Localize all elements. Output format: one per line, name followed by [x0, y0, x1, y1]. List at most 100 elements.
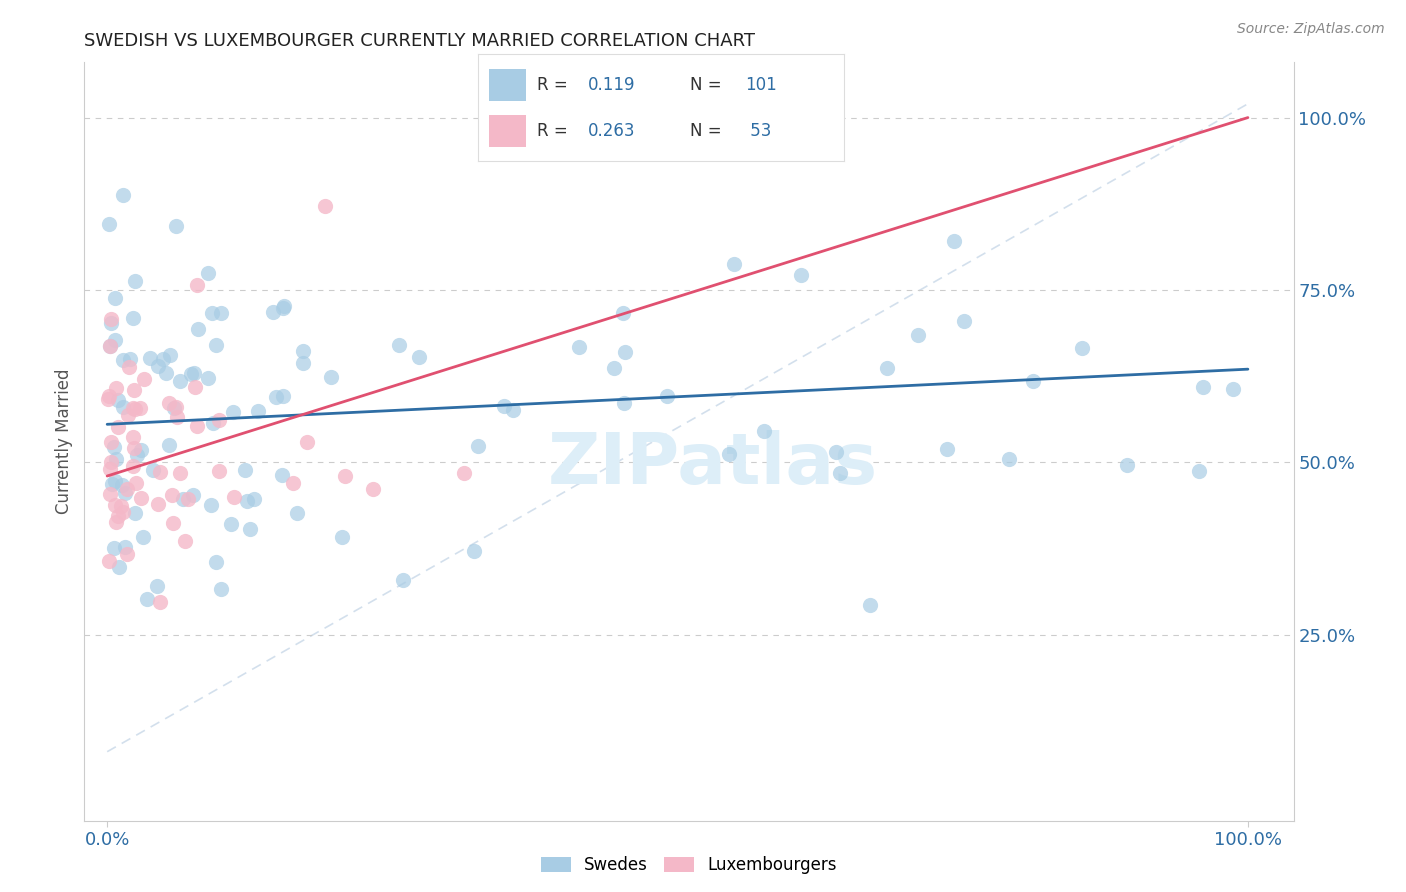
Point — [790, 268, 813, 282]
Text: 101: 101 — [745, 76, 776, 94]
Point — [463, 544, 485, 558]
Point — [100, 434, 122, 449]
Point — [148, 497, 170, 511]
Point — [186, 419, 208, 434]
Point — [100, 455, 122, 469]
Point — [101, 477, 124, 491]
Point — [208, 413, 231, 427]
Point — [502, 403, 524, 417]
Point — [124, 274, 146, 288]
Point — [117, 408, 139, 422]
Point — [162, 516, 184, 530]
Point — [111, 400, 134, 414]
Point — [104, 333, 127, 347]
Point — [172, 491, 194, 506]
Point — [97, 554, 120, 568]
Point — [285, 506, 308, 520]
Point — [723, 257, 745, 271]
Point — [165, 219, 187, 234]
Point — [321, 370, 343, 384]
Point — [112, 352, 135, 367]
Point — [148, 465, 170, 479]
Point — [180, 367, 202, 381]
Point — [859, 598, 882, 612]
Point — [222, 405, 245, 419]
Point — [453, 467, 475, 481]
Point — [105, 381, 128, 395]
Point — [830, 466, 852, 480]
Point — [242, 492, 264, 507]
Point — [124, 383, 146, 397]
Point — [273, 301, 295, 315]
Point — [124, 506, 146, 520]
Point — [136, 591, 159, 606]
Point — [121, 458, 143, 473]
Point — [139, 351, 162, 366]
Point — [132, 530, 155, 544]
Point — [297, 434, 319, 449]
Point — [492, 399, 515, 413]
Point — [222, 491, 245, 505]
Point — [467, 439, 489, 453]
Point — [108, 560, 131, 574]
Point — [567, 340, 589, 354]
Point — [613, 395, 636, 409]
Point — [388, 337, 411, 351]
Point — [115, 547, 138, 561]
Point — [103, 440, 125, 454]
Point — [111, 478, 134, 492]
Point — [122, 430, 145, 444]
Point — [125, 476, 148, 491]
Point — [152, 352, 174, 367]
Point — [145, 579, 167, 593]
Point — [118, 360, 141, 375]
Point — [104, 451, 127, 466]
Point — [876, 361, 898, 376]
Point — [603, 360, 626, 375]
Point — [314, 199, 336, 213]
Point — [165, 401, 187, 415]
Point — [115, 483, 138, 497]
Point — [98, 389, 121, 403]
Point — [335, 468, 357, 483]
Point — [159, 348, 181, 362]
Point — [907, 327, 929, 342]
Point — [1188, 464, 1211, 478]
Point — [614, 344, 637, 359]
Text: R =: R = — [537, 121, 572, 139]
Y-axis label: Currently Married: Currently Married — [55, 368, 73, 515]
Point — [148, 595, 170, 609]
Text: SWEDISH VS LUXEMBOURGER CURRENTLY MARRIED CORRELATION CHART: SWEDISH VS LUXEMBOURGER CURRENTLY MARRIE… — [84, 32, 755, 50]
Point — [122, 441, 145, 455]
Point — [129, 401, 152, 415]
Point — [824, 445, 846, 459]
Point — [187, 321, 209, 335]
Point — [100, 317, 122, 331]
Point — [408, 351, 430, 365]
Point — [124, 401, 146, 416]
Point — [163, 401, 186, 416]
Point — [211, 582, 233, 596]
Point — [283, 476, 305, 491]
Point — [236, 494, 259, 508]
Point — [114, 541, 136, 555]
Point — [204, 555, 226, 569]
Point — [169, 374, 191, 388]
Point — [110, 500, 132, 514]
Point — [157, 438, 180, 452]
Point — [98, 487, 121, 501]
Point — [208, 465, 231, 479]
Point — [1022, 374, 1045, 388]
Point — [174, 534, 197, 549]
Point — [107, 392, 129, 407]
Point — [166, 410, 188, 425]
Point — [262, 305, 284, 319]
Point — [118, 352, 141, 367]
Point — [271, 389, 294, 403]
Text: N =: N = — [690, 76, 727, 94]
Point — [125, 448, 148, 462]
Point — [221, 516, 243, 531]
Point — [201, 306, 224, 320]
Point — [264, 390, 287, 404]
Point — [943, 234, 966, 248]
